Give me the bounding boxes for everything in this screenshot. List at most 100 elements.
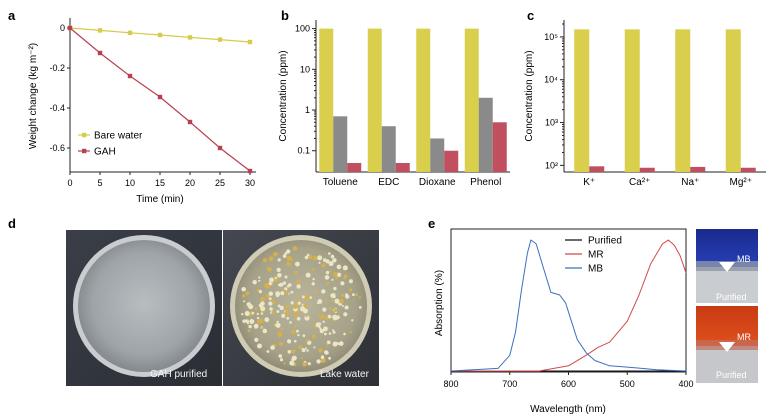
a-y-tick-label: 0	[60, 23, 65, 33]
e-plot-frame	[450, 228, 687, 373]
a-legend-label: GAH	[94, 147, 116, 158]
panel-b-ylabel: Concentration (ppm)	[278, 50, 289, 141]
mb-swatch-purified-label: Purified	[716, 292, 747, 302]
c-category-label: Na⁺	[681, 177, 699, 188]
a-data-point	[127, 73, 133, 79]
a-data-point	[217, 37, 223, 42]
colony	[248, 324, 252, 329]
a-y-tick-label: -0.4	[49, 103, 65, 113]
panel-c-axes: 10² 10³ 10⁴ 10⁵ K⁺ Ca²⁺ Na⁺ Mg²⁺	[544, 20, 766, 188]
colony	[311, 282, 315, 286]
colony	[245, 319, 249, 324]
colony	[254, 307, 258, 311]
c-bar	[725, 29, 741, 172]
colony	[284, 275, 288, 279]
colony	[278, 341, 283, 346]
colony	[285, 304, 290, 309]
photo-right-caption: Lake water	[320, 369, 370, 380]
panel-a-legend: Bare water GAH	[78, 131, 143, 158]
c-y-tick-label: 10⁵	[544, 32, 558, 42]
colony	[262, 328, 268, 334]
colony	[322, 307, 327, 312]
c-y-tick-label: 10³	[545, 118, 558, 128]
a-data-point	[157, 32, 163, 38]
a-y-tick-label: -0.6	[49, 143, 65, 153]
colony	[283, 362, 286, 365]
colony	[254, 337, 259, 342]
panel-e-line-chart: 800 700 600 500 400 Purified MR MB Wavelength …	[434, 228, 694, 415]
colony	[322, 320, 325, 323]
colony	[324, 275, 330, 280]
b-bar	[444, 150, 459, 172]
mb-swatch-label: MB	[737, 254, 751, 264]
colony	[287, 339, 292, 344]
colony	[295, 261, 300, 267]
colony	[258, 276, 261, 279]
a-y-tick-label: -0.2	[49, 63, 65, 73]
colony	[275, 291, 281, 297]
colony	[280, 291, 285, 296]
colony	[283, 289, 286, 292]
colony	[358, 296, 361, 299]
colony	[304, 315, 310, 321]
colony	[297, 333, 300, 337]
colony	[330, 254, 335, 259]
panel-b-bar-chart: 0.1 1 10 100 Toluene EDC Dioxane Phenol Concent…	[278, 20, 510, 188]
colony	[292, 304, 298, 309]
panel-c-bar-chart: 10² 10³ 10⁴ 10⁵ K⁺ Ca²⁺ Na⁺ Mg²⁺ Concentration …	[524, 20, 766, 188]
colony	[315, 322, 321, 328]
panel-a-axes: 0 5 10 15 20 25 30 0 -0.2 -0.4 -0.6	[49, 18, 256, 188]
colony	[268, 291, 273, 296]
colony	[305, 339, 309, 343]
a-data-point	[187, 35, 193, 40]
colony	[242, 294, 246, 298]
colony	[312, 278, 315, 281]
colony	[321, 289, 326, 294]
colony	[246, 322, 250, 325]
b-bar	[492, 122, 507, 172]
colony	[286, 249, 291, 254]
colony	[341, 305, 344, 307]
e-legend-label: Purified	[588, 236, 622, 247]
a-x-tick-label: 25	[215, 178, 225, 188]
e-legend-label: MB	[588, 264, 603, 275]
mr-swatch-clear	[696, 346, 758, 383]
colony	[290, 301, 294, 305]
panel-e-ylabel: Absorption (%)	[434, 270, 445, 336]
b-bar	[416, 28, 431, 173]
colony	[264, 282, 270, 289]
a-x-tick-label: 30	[245, 178, 255, 188]
colony	[331, 278, 334, 281]
colony	[328, 252, 331, 255]
colony	[319, 328, 322, 331]
colony	[302, 362, 307, 367]
colony	[301, 348, 306, 353]
colony	[270, 345, 275, 350]
panel-a-series	[67, 25, 253, 174]
b-category-label: Toluene	[323, 177, 358, 188]
colony	[246, 302, 251, 307]
colony	[341, 293, 345, 297]
b-y-tick-label: 1	[305, 105, 310, 115]
c-category-label: K⁺	[583, 177, 595, 188]
colony	[305, 283, 308, 286]
colony	[318, 348, 323, 353]
colony	[294, 325, 297, 328]
colony	[258, 290, 262, 294]
a-x-tick-label: 15	[155, 178, 165, 188]
colony	[262, 258, 267, 263]
colony	[261, 326, 264, 330]
e-x-tick-label: 800	[443, 379, 458, 389]
b-bar	[367, 28, 382, 173]
panel-a-line-chart: 0 5 10 15 20 25 300-0.2-0.4-0.6 Bare waterGAH …	[28, 18, 256, 205]
colony	[252, 280, 257, 285]
colony	[333, 272, 338, 277]
b-bar	[395, 162, 410, 172]
colony	[348, 279, 353, 284]
c-bar	[589, 166, 605, 172]
colony	[308, 254, 313, 260]
colony	[291, 349, 296, 354]
panel-label-c: c	[527, 8, 534, 23]
colony	[264, 317, 270, 323]
